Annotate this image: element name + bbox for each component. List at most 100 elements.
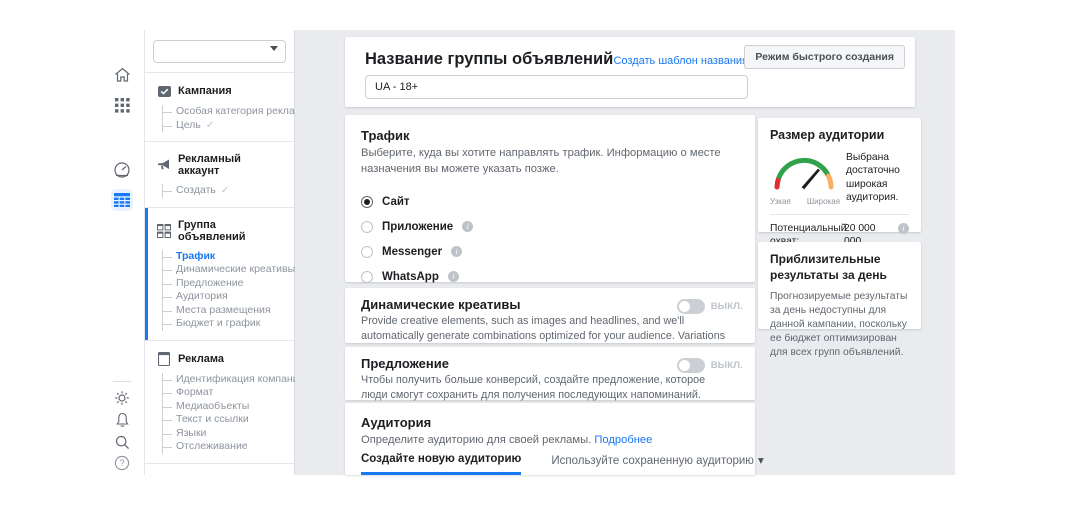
learn-more-link[interactable]: Подробнее xyxy=(594,434,653,446)
sidebar-section-ad-account: Рекламный аккаунт Создать xyxy=(145,142,294,207)
sidebar-item-dynamic-creatives[interactable]: Динамические креативы xyxy=(163,263,295,277)
sidebar-item-languages[interactable]: Языки xyxy=(163,427,284,441)
tree-item-label: Особая категория рекламы xyxy=(176,105,310,117)
audience-tabs: Создайте новую аудиторию Используйте сох… xyxy=(361,453,764,475)
radio-label: Messenger xyxy=(382,245,443,258)
sidebar-divider xyxy=(145,339,294,341)
gauge-icon xyxy=(774,157,834,190)
gauge-label-broad: Широкая xyxy=(806,197,840,206)
sidebar-item-ad-account[interactable]: Рекламный аккаунт xyxy=(157,153,284,177)
audience-title: Аудитория xyxy=(361,415,432,430)
ad-set-name-card: Название группы объявлений Создать шабло… xyxy=(345,37,915,107)
main-content: Название группы объявлений Создать шабло… xyxy=(295,30,955,475)
daily-results-description: Прогнозируемые результаты за день недост… xyxy=(770,291,908,358)
traffic-card: Трафик Выберите, куда вы хотите направля… xyxy=(345,115,755,284)
radio-label: Сайт xyxy=(382,195,410,208)
radio-label: WhatsApp xyxy=(382,270,439,283)
ad-page-icon xyxy=(157,351,171,366)
sidebar-item-objective[interactable]: Цель xyxy=(163,119,284,133)
traffic-option-app[interactable]: Приложение xyxy=(361,220,739,234)
help-icon[interactable]: ? xyxy=(111,452,133,474)
dynamic-creatives-toggle-wrap: ВЫКЛ. xyxy=(676,299,743,314)
sidebar-divider xyxy=(145,462,294,464)
info-icon[interactable] xyxy=(447,271,459,283)
page-title: Название группы объявлений xyxy=(365,50,614,68)
sidebar-item-create[interactable]: Создать xyxy=(163,184,284,198)
toggle-off-icon[interactable] xyxy=(676,358,705,373)
tree-item-label: Динамические креативы xyxy=(176,263,296,275)
search-icon[interactable] xyxy=(111,431,133,453)
sidebar-section-ad-set: Группа объявлений Трафик Динамические кр… xyxy=(145,207,295,340)
sidebar-section-label: Рекламный аккаунт xyxy=(178,153,241,177)
radio-icon[interactable] xyxy=(361,220,373,233)
radio-selected-icon[interactable] xyxy=(361,195,373,208)
tree-item-label: Медиаобъекты xyxy=(176,399,250,412)
traffic-option-website[interactable]: Сайт xyxy=(361,195,739,209)
sidebar-item-audience[interactable]: Аудитория xyxy=(163,290,284,304)
traffic-description: Выберите, куда вы хотите направлять траф… xyxy=(361,147,721,175)
sidebar-item-offer[interactable]: Предложение xyxy=(163,277,284,291)
sidebar-item-tracking[interactable]: Отслеживание xyxy=(163,440,284,454)
dynamic-creatives-title: Динамические креативы xyxy=(361,297,521,312)
sidebar-item-budget-schedule[interactable]: Бюджет и график xyxy=(163,317,284,331)
traffic-option-whatsapp[interactable]: WhatsApp xyxy=(361,270,739,284)
tree-item-label: Формат xyxy=(176,386,214,398)
potential-reach-label: Потенциальный охват: xyxy=(770,223,847,247)
ads-manager-app: ? Кампания Особая категория рекламы Це xyxy=(100,30,955,475)
sidebar-item-identity[interactable]: Идентификация компании xyxy=(163,373,304,387)
audience-gauge: Узкая Широкая xyxy=(770,151,840,206)
info-icon[interactable] xyxy=(462,221,474,233)
ad-set-name-input[interactable] xyxy=(365,75,748,99)
traffic-option-messenger[interactable]: Messenger xyxy=(361,245,739,259)
create-name-template-link[interactable]: Создать шаблон названия xyxy=(613,55,748,67)
navigation-sidebar: Кампания Особая категория рекламы Цель Р… xyxy=(145,30,323,475)
audience-size-status: Выбрана достаточно широкая аудитория. xyxy=(846,152,900,204)
card-divider xyxy=(770,214,909,215)
audience-size-card: Размер аудитории Узкая Широкая xyxy=(758,118,921,261)
sidebar-item-format[interactable]: Формат xyxy=(163,386,284,400)
radio-icon[interactable] xyxy=(361,245,373,258)
apps-grid-icon[interactable] xyxy=(111,94,133,116)
sidebar-item-ad[interactable]: Реклама xyxy=(157,351,284,366)
tree-item-label: Предложение xyxy=(176,276,244,289)
tab-create-new-audience[interactable]: Создайте новую аудиторию xyxy=(361,453,522,475)
settings-gear-icon[interactable] xyxy=(111,387,133,409)
info-icon[interactable] xyxy=(898,223,909,234)
audience-size-title: Размер аудитории xyxy=(770,128,885,142)
sidebar-item-special-category[interactable]: Особая категория рекламы xyxy=(163,105,323,119)
sidebar-item-traffic[interactable]: Трафик xyxy=(163,250,284,264)
toggle-off-icon[interactable] xyxy=(676,299,705,314)
campaign-dropdown[interactable] xyxy=(153,40,286,63)
ads-table-icon[interactable] xyxy=(111,189,133,211)
megaphone-icon xyxy=(157,158,171,172)
sidebar-item-ad-set[interactable]: Группа объявлений xyxy=(157,219,284,243)
audience-card: Аудитория Определите аудиторию для своей… xyxy=(345,403,755,475)
notifications-bell-icon[interactable] xyxy=(111,409,133,431)
offer-title: Предложение xyxy=(361,356,449,371)
home-icon[interactable] xyxy=(111,64,133,86)
sidebar-section-campaign: Кампания Особая категория рекламы Цель xyxy=(145,73,323,141)
sidebar-item-media[interactable]: Медиаобъекты xyxy=(163,400,284,414)
insights-gauge-icon[interactable] xyxy=(111,159,133,181)
sidebar-section-ad: Реклама Идентификация компании Формат Ме… xyxy=(145,341,304,463)
sidebar-item-placements[interactable]: Места размещения xyxy=(163,304,284,318)
check-icon xyxy=(206,120,214,131)
tree-item-label: Идентификация компании xyxy=(176,372,305,385)
sidebar-item-campaign[interactable]: Кампания xyxy=(157,84,284,98)
tree-item-label: Места размещения xyxy=(176,303,271,316)
rail-divider xyxy=(113,381,131,382)
description-text: Определите аудиторию для своей рекламы. xyxy=(361,434,592,446)
gauge-label-narrow: Узкая xyxy=(770,197,791,206)
radio-icon[interactable] xyxy=(361,270,373,283)
tab-use-saved-audience[interactable]: Используйте сохраненную аудиторию xyxy=(551,453,763,475)
sidebar-item-text-links[interactable]: Текст и ссылки xyxy=(163,413,284,427)
traffic-options: Сайт Приложение Messenger WhatsAp xyxy=(361,195,739,284)
sidebar-divider xyxy=(145,72,294,73)
info-icon[interactable] xyxy=(451,246,463,258)
toggle-state-label: ВЫКЛ. xyxy=(710,360,743,371)
offer-card: Предложение ВЫКЛ. Чтобы получить больше … xyxy=(345,347,755,417)
tree-item-label: Языки xyxy=(176,426,207,439)
offer-toggle-wrap: ВЫКЛ. xyxy=(676,358,743,373)
quick-creation-mode-button[interactable]: Режим быстрого создания xyxy=(744,45,905,69)
